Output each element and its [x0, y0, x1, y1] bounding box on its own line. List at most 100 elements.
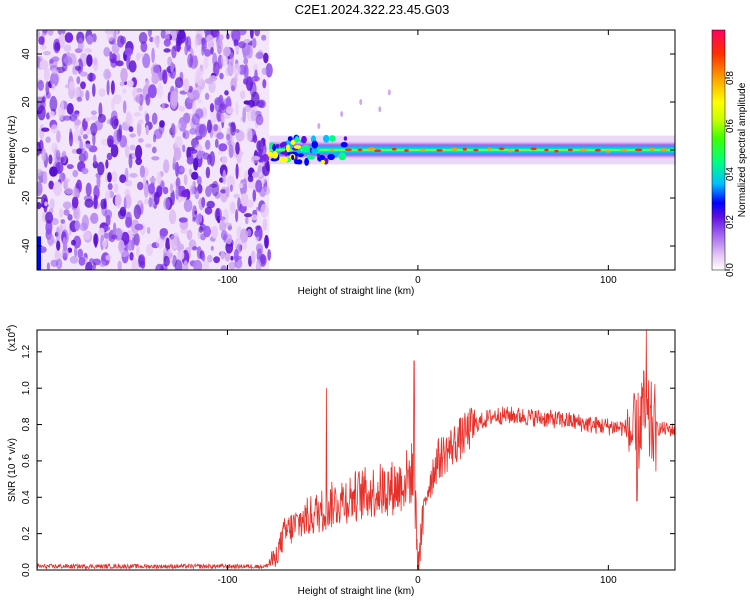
noise-cell — [169, 234, 178, 250]
noise-cell — [147, 30, 153, 38]
band-cell — [272, 143, 276, 152]
hot-cell — [391, 147, 397, 151]
noise-cell — [205, 185, 212, 198]
noise-cell — [51, 56, 60, 62]
edge-cell — [37, 236, 41, 270]
noise-cell — [195, 108, 204, 119]
noise-cell — [113, 30, 117, 45]
noise-cell — [204, 206, 213, 215]
noise-cell — [192, 205, 198, 221]
noise-cell — [55, 149, 61, 161]
noise-cell — [62, 115, 72, 121]
noise-cell — [224, 90, 229, 96]
noise-cell — [110, 144, 119, 158]
noise-cell — [45, 211, 54, 224]
noise-cell — [129, 133, 136, 138]
noise-cell — [224, 251, 231, 262]
hot-cell — [508, 149, 512, 153]
noise-cell — [106, 31, 114, 42]
noise-cell — [263, 52, 269, 64]
noise-cell — [186, 229, 193, 241]
noise-cell — [110, 58, 117, 68]
noise-cell — [206, 200, 215, 209]
noise-cell — [176, 240, 182, 252]
hot-cell — [473, 148, 479, 152]
spectrogram-heatmap — [37, 30, 675, 270]
noise-cell — [170, 123, 176, 139]
snr-ticks: -100 0 100 0.0 0.2 0.4 0.6 0.8 1.0 1.2 — [21, 330, 675, 586]
noise-cell — [261, 34, 267, 41]
y-tick-label: 0.8 — [21, 417, 32, 431]
colorbar-tick-label: 0.6 — [725, 119, 736, 133]
noise-cell — [176, 249, 185, 261]
noise-cell — [49, 110, 55, 118]
noise-cell — [211, 181, 220, 197]
spectrogram-x-label: Height of straight line (km) — [298, 286, 415, 297]
noise-cell — [174, 77, 184, 89]
noise-cell — [203, 55, 209, 70]
noise-cell — [231, 85, 235, 92]
band-cell — [286, 144, 291, 153]
x-tick-label: 100 — [600, 575, 617, 586]
noise-cell — [85, 117, 91, 122]
noise-cell — [99, 260, 106, 267]
noise-cell — [260, 137, 266, 145]
noise-cell — [177, 122, 182, 129]
noise-cell — [162, 69, 168, 85]
noise-cell — [231, 30, 241, 44]
noise-cell — [247, 175, 254, 183]
noise-cell — [105, 254, 112, 261]
noise-cell — [203, 225, 212, 238]
noise-cell — [222, 208, 229, 225]
noise-cell — [206, 34, 214, 43]
band-cell — [301, 135, 307, 144]
noise-cell — [210, 245, 214, 251]
stray-cell — [340, 111, 344, 117]
noise-cell — [142, 175, 147, 191]
noise-cell — [80, 147, 86, 157]
hot-cell — [594, 148, 602, 152]
noise-cell — [222, 169, 227, 185]
noise-cell — [151, 112, 158, 125]
noise-cell — [54, 41, 61, 51]
hot-cell — [404, 149, 409, 152]
noise-cell — [63, 180, 68, 190]
noise-cell — [138, 104, 143, 112]
noise-cell — [192, 246, 198, 251]
band-cell — [340, 141, 348, 148]
noise-cell — [162, 186, 169, 195]
snr-panel: -100 0 100 0.0 0.2 0.4 0.6 0.8 1.0 1.2 Height of … — [6, 325, 676, 597]
noise-cell — [204, 30, 212, 36]
noise-cell — [239, 228, 249, 244]
hot-cell — [606, 149, 611, 153]
colorbar-tick-label: 0.4 — [725, 167, 736, 181]
noise-cell — [120, 249, 129, 258]
noise-cell — [229, 51, 234, 66]
noise-cell — [188, 168, 193, 176]
noise-cell — [113, 118, 119, 127]
noise-cell — [242, 107, 246, 123]
noise-cell — [195, 123, 204, 138]
noise-cell — [237, 197, 241, 212]
noise-cell — [128, 126, 134, 133]
noise-cell — [134, 223, 144, 231]
noise-cell — [201, 196, 206, 208]
noise-cell — [97, 161, 105, 176]
noise-cell — [138, 32, 148, 44]
noise-cell — [82, 134, 88, 140]
noise-cell — [170, 61, 175, 74]
band-cell — [304, 157, 309, 166]
noise-cell — [60, 99, 64, 116]
noise-cell — [262, 79, 267, 89]
noise-cell — [189, 184, 195, 196]
noise-cell — [175, 161, 180, 177]
noise-cell — [73, 235, 82, 249]
noise-cell — [93, 194, 98, 209]
hot-cell — [567, 148, 573, 152]
noise-cell — [151, 72, 159, 85]
noise-cell — [42, 171, 48, 185]
noise-cell — [86, 35, 94, 45]
noise-cell — [41, 194, 48, 209]
noise-cell — [69, 256, 79, 264]
noise-cell — [53, 181, 62, 197]
